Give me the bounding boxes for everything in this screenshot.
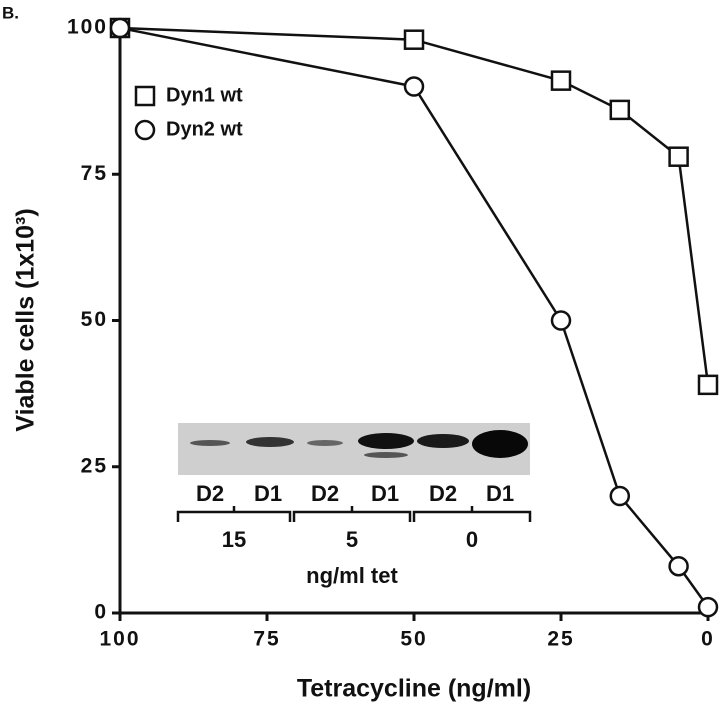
blot-band (307, 440, 343, 446)
lane-label: D2 (429, 481, 457, 506)
inset-caption: ng/ml tet (306, 563, 398, 588)
marker-circle (109, 17, 131, 39)
marker-square (134, 85, 156, 107)
lane-label: D1 (371, 481, 399, 506)
group-label: 0 (466, 527, 478, 552)
x-tick-label: 0 (701, 628, 715, 651)
legend-label: Dyn1 wt (166, 84, 243, 106)
blot-band (472, 430, 528, 458)
blot-band (190, 440, 230, 446)
lane-brackets (176, 506, 532, 522)
x-tick-label: 25 (547, 628, 574, 651)
marker-circle (697, 596, 719, 618)
lane-label: D1 (254, 481, 282, 506)
blot-band (417, 434, 469, 448)
marker-square (403, 29, 425, 50)
marker-square (668, 146, 689, 167)
blot-band (246, 437, 294, 447)
y-axis-label: Viable cells (1x10³) (12, 208, 40, 431)
y-tick-label: 50 (81, 308, 108, 331)
y-tick-label: 0 (94, 601, 108, 624)
x-tick-label: 75 (253, 628, 280, 651)
panel-label: B. (2, 3, 19, 22)
blot-band (358, 433, 414, 449)
marker-square (609, 99, 631, 121)
blot-background (178, 423, 530, 475)
legend-label: Dyn2 wt (166, 118, 243, 140)
lane-label: D2 (196, 481, 224, 506)
group-label: 15 (222, 527, 246, 552)
y-tick-label: 75 (81, 162, 108, 185)
x-axis-label: Tetracycline (ng/ml) (297, 675, 531, 703)
marker-circle (609, 485, 631, 507)
western-blot (176, 423, 532, 522)
x-tick-label: 100 (99, 628, 140, 651)
y-tick-label: 25 (81, 454, 108, 477)
marker-circle (403, 76, 425, 97)
marker-circle (550, 310, 572, 331)
x-tick-label: 50 (400, 628, 427, 651)
group-label: 5 (346, 527, 358, 552)
series-line (119, 26, 710, 386)
blot-band (364, 452, 408, 458)
lane-label: D2 (311, 481, 339, 506)
marker-square (550, 70, 572, 91)
marker-circle (134, 119, 156, 141)
lane-label: D1 (486, 481, 514, 506)
marker-square (697, 374, 719, 396)
marker-circle (668, 555, 689, 577)
y-tick-label: 100 (67, 16, 108, 39)
